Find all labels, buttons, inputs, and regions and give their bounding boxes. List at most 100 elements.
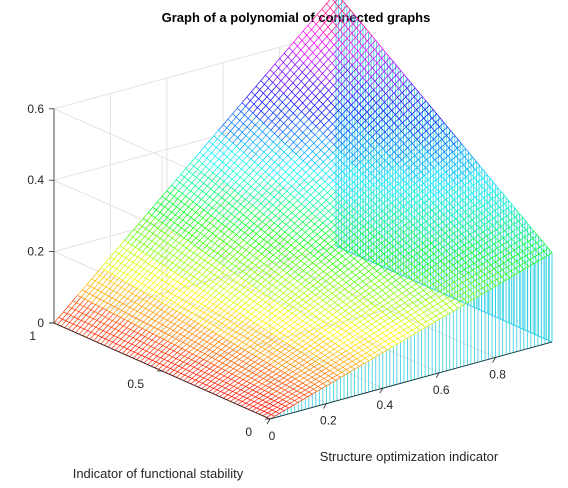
mesh-line	[189, 198, 208, 213]
mesh-line	[343, 65, 363, 87]
mesh-line	[317, 201, 337, 219]
mesh-line	[250, 300, 275, 321]
mesh-line	[497, 187, 517, 210]
mesh-line	[153, 232, 178, 259]
mesh-line	[172, 285, 197, 310]
mesh-line	[317, 238, 342, 259]
mesh-line	[214, 193, 239, 219]
mesh-line	[424, 175, 443, 196]
mesh-line	[219, 292, 238, 306]
mesh-line	[148, 358, 167, 368]
mesh-line	[223, 242, 248, 266]
mesh-line	[302, 30, 322, 52]
mesh-line	[398, 88, 417, 110]
mesh-line	[115, 249, 140, 277]
mesh-line	[438, 163, 457, 185]
mesh-line	[295, 297, 320, 317]
mesh-line	[363, 192, 383, 212]
mesh-line	[252, 264, 277, 286]
mesh-line	[196, 335, 221, 357]
mesh-line	[198, 363, 217, 373]
mesh-line	[263, 151, 283, 169]
mesh-line	[303, 377, 322, 389]
mesh-line	[171, 185, 190, 200]
mesh-line	[407, 79, 427, 102]
mesh-line	[446, 191, 466, 213]
mesh-line	[310, 101, 330, 121]
mesh-line	[304, 90, 329, 116]
mesh-line	[290, 170, 315, 195]
mesh-line	[443, 196, 468, 215]
mesh-line	[379, 302, 398, 319]
mesh-line	[267, 182, 287, 200]
mesh-line	[248, 177, 273, 203]
mesh-line	[284, 231, 304, 248]
mesh-line	[304, 338, 329, 355]
mesh-line	[268, 146, 287, 164]
mesh-line	[304, 180, 323, 198]
mesh-line	[243, 396, 262, 406]
mesh-line	[407, 155, 432, 176]
mesh-line	[394, 270, 419, 288]
mesh-line	[208, 140, 228, 158]
mesh-line	[403, 256, 423, 275]
mesh-line	[142, 225, 167, 253]
mesh-line	[283, 66, 308, 94]
mesh-line	[273, 200, 298, 224]
mesh-line	[266, 380, 286, 391]
mesh-line	[255, 85, 275, 105]
mesh-line	[506, 226, 531, 243]
mesh-line	[352, 265, 372, 282]
mesh-line	[314, 322, 333, 336]
mesh-line	[384, 299, 403, 316]
mesh-line	[256, 89, 281, 117]
mesh-line	[324, 158, 349, 182]
mesh-line	[353, 270, 378, 289]
mesh-line	[264, 308, 283, 321]
mesh-line	[301, 277, 321, 292]
mesh-line	[142, 304, 167, 329]
mesh-line	[160, 237, 185, 264]
mesh-line	[246, 219, 271, 244]
mesh-line	[333, 18, 358, 45]
mesh-line	[210, 190, 235, 216]
mesh-line	[72, 300, 91, 311]
mesh-line	[76, 325, 95, 335]
mesh-line	[121, 332, 141, 342]
mesh-line	[301, 181, 326, 205]
mesh-line	[445, 152, 470, 173]
mesh-line	[276, 349, 296, 362]
mesh-line	[223, 155, 248, 182]
mesh-line	[96, 273, 115, 284]
mesh-line	[456, 184, 475, 206]
mesh-line	[354, 308, 379, 326]
mesh-line	[228, 284, 247, 297]
mesh-line	[365, 312, 384, 328]
mesh-line	[271, 376, 290, 388]
mesh-line	[255, 124, 274, 143]
mesh-line	[455, 218, 474, 239]
mesh-line	[208, 329, 228, 341]
mesh-line	[448, 245, 473, 262]
mesh-line	[238, 244, 258, 259]
mesh-line	[385, 299, 410, 316]
mesh-line	[192, 175, 217, 202]
mesh-line	[488, 204, 513, 222]
mesh-line	[420, 143, 439, 165]
mesh-line	[285, 367, 304, 379]
mesh-line	[312, 19, 331, 41]
mesh-line	[221, 197, 240, 213]
mesh-line	[341, 143, 361, 163]
mesh-line	[250, 222, 275, 246]
mesh-line	[85, 314, 105, 325]
mesh-line	[363, 280, 388, 298]
mesh-line	[348, 268, 367, 285]
mesh-line	[374, 305, 394, 322]
mesh-line	[341, 328, 361, 343]
mesh-line	[267, 356, 286, 368]
mesh-line	[405, 105, 430, 128]
mesh-line	[359, 341, 379, 356]
mesh-line	[197, 368, 222, 388]
grid-line	[161, 293, 445, 372]
mesh-line	[340, 363, 365, 378]
